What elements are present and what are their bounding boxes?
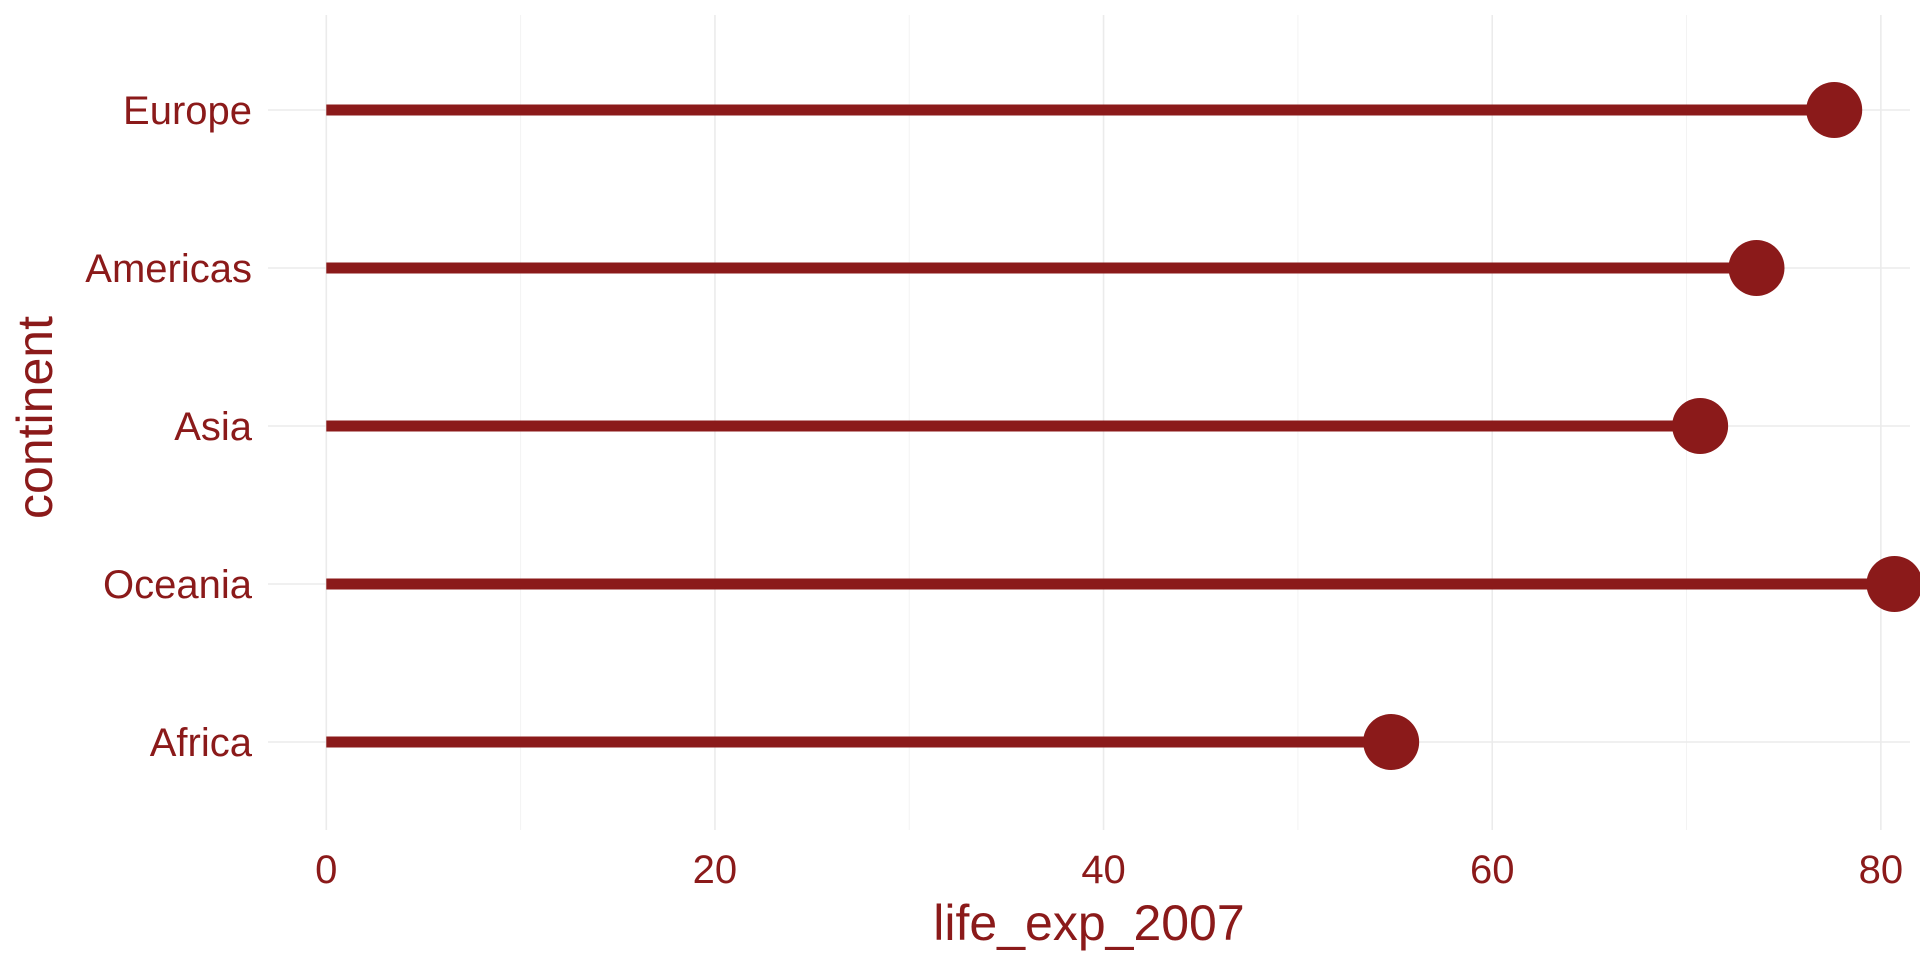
x-axis-tick-labels: 0 20 40 60 80	[315, 848, 1903, 892]
y-tick-label: Americas	[85, 247, 252, 291]
x-tick-label: 80	[1859, 848, 1904, 892]
lollipop-point	[1363, 714, 1420, 770]
x-axis-title: life_exp_2007	[933, 895, 1244, 951]
lollipop-point	[1866, 556, 1920, 612]
y-axis-title: continent	[7, 316, 63, 519]
points	[1363, 82, 1920, 770]
y-tick-label: Asia	[174, 405, 253, 449]
x-tick-label: 0	[315, 848, 337, 892]
y-axis-tick-labels: Europe Americas Asia Oceania Africa	[85, 89, 252, 765]
x-tick-label: 60	[1470, 848, 1515, 892]
lollipop-point	[1728, 240, 1785, 296]
y-tick-label: Oceania	[103, 563, 253, 607]
y-tick-label: Africa	[150, 721, 253, 765]
y-tick-label: Europe	[123, 89, 252, 133]
stems	[326, 104, 1895, 748]
x-tick-label: 20	[693, 848, 738, 892]
lollipop-point	[1806, 82, 1863, 138]
lollipop-point	[1672, 398, 1729, 454]
x-tick-label: 40	[1081, 848, 1126, 892]
